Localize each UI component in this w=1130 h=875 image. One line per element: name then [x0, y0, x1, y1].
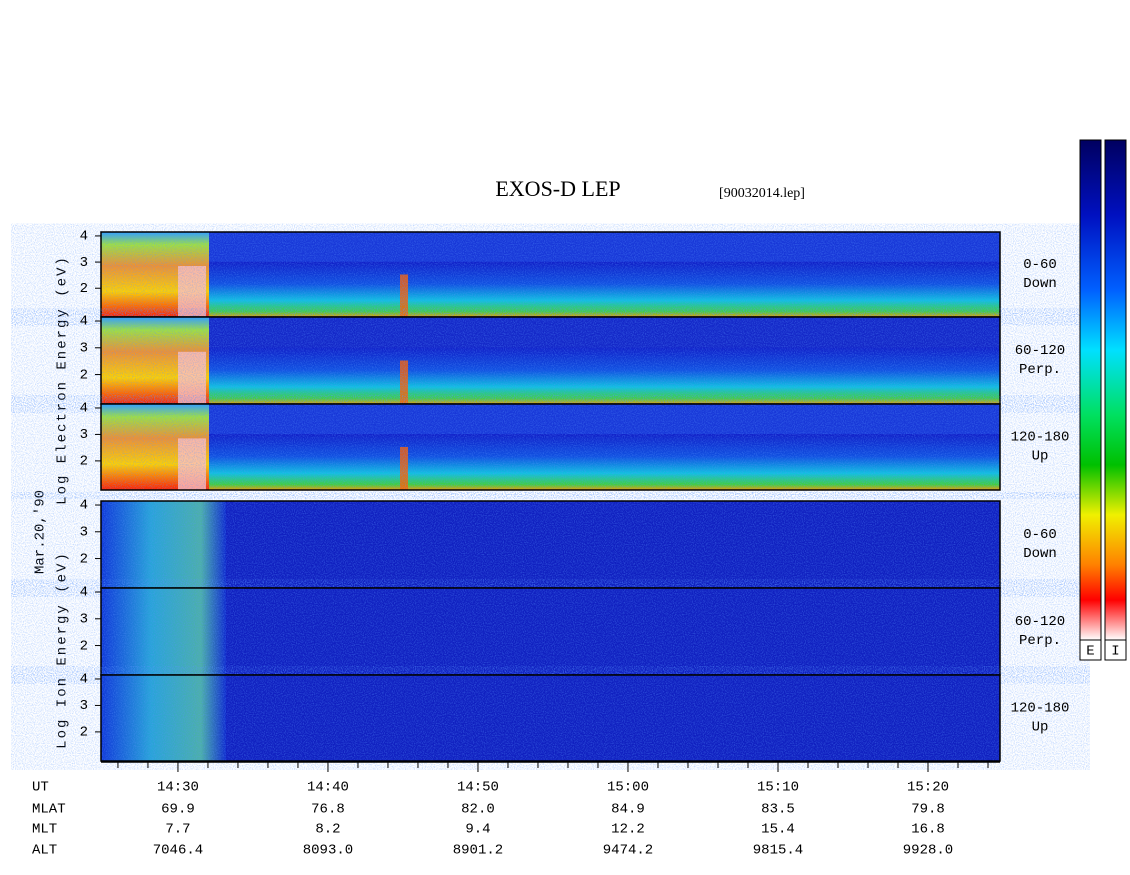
y-tick-label: 2: [80, 454, 88, 470]
y-tick-label: 3: [80, 255, 88, 271]
color-bar: [1104, 139, 1127, 641]
y-tick-label: 2: [80, 551, 88, 567]
orbit-value: 15:20: [907, 780, 949, 796]
orbit-value: 8.2: [315, 822, 340, 838]
y-tick-label: 2: [80, 638, 88, 654]
panel-angle: 0-60: [1023, 257, 1057, 273]
panel-angle: 60-120: [1015, 343, 1065, 359]
orbit-value: 7.7: [165, 822, 190, 838]
orbit-row-name: UT: [32, 780, 49, 796]
panel-direction: Down: [1023, 546, 1057, 562]
y-tick-label: 4: [80, 401, 88, 417]
orbit-row-name: MLAT: [32, 802, 66, 818]
spectrogram-noise: [101, 501, 1000, 588]
panel-angle: 120-180: [1011, 701, 1070, 717]
orbit-value: 8093.0: [303, 843, 353, 859]
date-label: Mar.20,'90: [33, 490, 49, 574]
y-tick-label: 3: [80, 524, 88, 540]
orbit-value: 9928.0: [903, 843, 953, 859]
chart-title: EXOS-D LEP: [495, 176, 620, 201]
y-axis-label: Log Electron Energy (eV): [55, 255, 71, 505]
y-tick-label: 2: [80, 725, 88, 741]
orbit-value: 8901.2: [453, 843, 503, 859]
orbit-value: 83.5: [761, 802, 795, 818]
orbit-value: 7046.4: [153, 843, 203, 859]
y-tick-label: 3: [80, 698, 88, 714]
panel-angle: 0-60: [1023, 527, 1057, 543]
orbit-value: 84.9: [611, 802, 645, 818]
orbit-value: 14:40: [307, 780, 349, 796]
orbit-value: 14:50: [457, 780, 499, 796]
orbit-value: 12.2: [611, 822, 645, 838]
y-tick-label: 3: [80, 427, 88, 443]
panel-direction: Perp.: [1019, 362, 1061, 378]
spectrogram-noise: [101, 404, 1000, 490]
panel-direction: Up: [1032, 720, 1049, 736]
panel-direction: Up: [1032, 449, 1049, 465]
panel-direction: Perp.: [1019, 633, 1061, 649]
orbit-value: 69.9: [161, 802, 195, 818]
orbit-row-name: MLT: [32, 822, 57, 838]
orbit-value: 9815.4: [753, 843, 803, 859]
panel-angle: 120-180: [1011, 430, 1070, 446]
orbit-value: 15:10: [757, 780, 799, 796]
orbit-value: 15.4: [761, 822, 795, 838]
panel-frame: [100, 403, 1001, 491]
spectrogram-noise: [101, 317, 1000, 404]
panel-frame: [100, 674, 1001, 762]
orbit-row-name: ALT: [32, 843, 57, 859]
y-axis-label: Log Ion Energy (eV): [55, 551, 71, 749]
orbit-value: 9474.2: [603, 843, 653, 859]
color-bar-label-box: [1104, 639, 1127, 661]
orbit-value: 14:30: [157, 780, 199, 796]
orbit-value: 16.8: [911, 822, 945, 838]
orbit-value: 76.8: [311, 802, 345, 818]
color-bar-label: I: [1111, 644, 1119, 660]
orbit-value: 9.4: [465, 822, 490, 838]
orbit-value: 15:00: [607, 780, 649, 796]
spectrogram-noise: [101, 232, 1000, 317]
y-tick-label: 4: [80, 585, 88, 601]
y-tick-label: 4: [80, 314, 88, 330]
spectrogram-noise: [101, 588, 1000, 675]
panel-angle: 60-120: [1015, 614, 1065, 630]
y-tick-label: 3: [80, 611, 88, 627]
orbit-value: 79.8: [911, 802, 945, 818]
y-tick-label: 2: [80, 367, 88, 383]
color-bar-label: E: [1086, 644, 1094, 660]
y-tick-label: 3: [80, 340, 88, 356]
file-name: [90032014.lep]: [719, 186, 805, 201]
orbit-value: 82.0: [461, 802, 495, 818]
spectrogram-noise: [101, 675, 1000, 761]
panel-direction: Down: [1023, 276, 1057, 292]
y-tick-label: 4: [80, 498, 88, 514]
y-tick-label: 2: [80, 281, 88, 297]
color-bar: [1079, 139, 1102, 641]
y-tick-label: 4: [80, 229, 88, 245]
y-tick-label: 4: [80, 672, 88, 688]
color-bar-label-box: [1079, 639, 1102, 661]
